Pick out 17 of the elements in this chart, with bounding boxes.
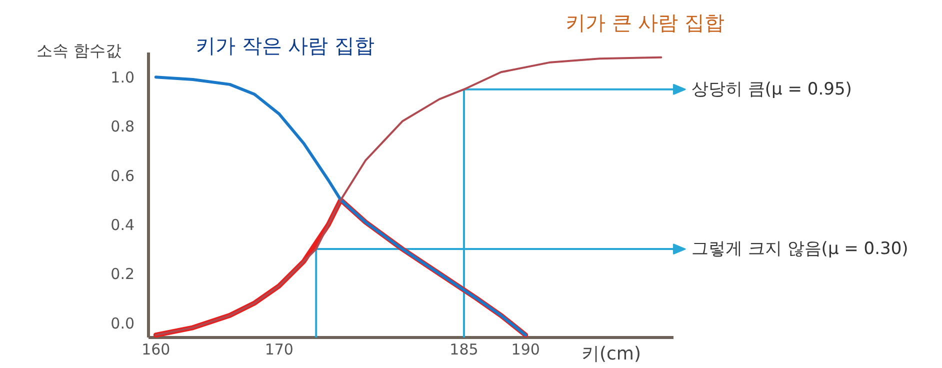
- y-axis-title: 소속 함수값: [36, 41, 122, 60]
- x-axis-title: 키(cm): [582, 344, 641, 364]
- y-tick-label: 0.4: [110, 216, 135, 234]
- y-tick-label: 0.8: [110, 118, 135, 136]
- annotation: 상당히 큼(μ = 0.95): [692, 79, 852, 100]
- x-tick-label: 185: [450, 340, 478, 358]
- x-tick-label: 170: [264, 340, 294, 358]
- x-tick-label: 190: [511, 340, 540, 358]
- line-series: [154, 56, 662, 336]
- y-tick-label: 0.2: [110, 265, 135, 284]
- x-tick-label: 160: [142, 340, 170, 358]
- annotation: 그렇게 크지 않음(μ = 0.30): [692, 239, 908, 260]
- y-tick-label: 0.0: [110, 314, 135, 332]
- y-tick-label: 1.0: [110, 68, 135, 87]
- series-label: 키가 작은 사람 집합: [196, 34, 375, 58]
- series-label: 키가 큰 사람 집합: [566, 10, 725, 34]
- y-tick-label: 0.6: [110, 166, 135, 185]
